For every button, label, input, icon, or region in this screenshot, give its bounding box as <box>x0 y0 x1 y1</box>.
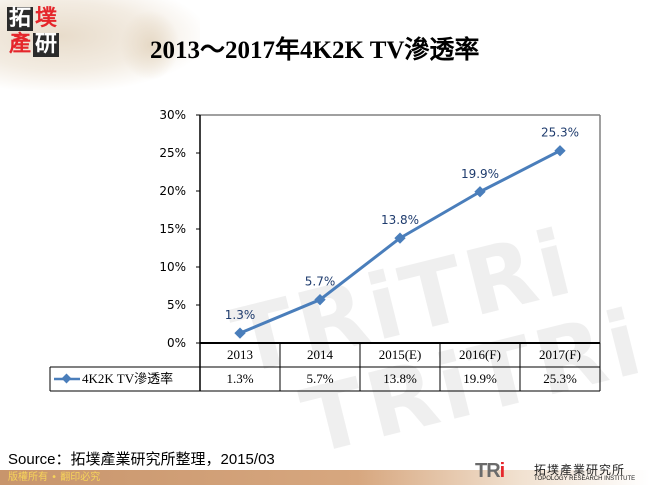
table-header: 2016(F) <box>459 347 501 362</box>
data-label: 5.7% <box>305 275 336 289</box>
table-header: 2015(E) <box>378 347 422 362</box>
table-value: 25.3% <box>543 371 577 386</box>
table-header: 2014 <box>307 347 333 362</box>
y-axis: 0% 5% 10% 15% 20% 25% 30% <box>159 108 200 350</box>
y-tick-label: 25% <box>159 146 186 160</box>
y-tick-label: 30% <box>159 108 186 122</box>
data-label: 25.3% <box>541 126 579 140</box>
legend-label: 4K2K TV滲透率 <box>82 371 174 386</box>
table-value: 5.7% <box>306 371 334 386</box>
source-note: Source：拓墣產業研究所整理，2015/03 <box>8 451 275 468</box>
y-tick-label: 20% <box>159 184 186 198</box>
logo-char: 墣 <box>34 6 57 31</box>
data-point-marker <box>234 327 246 339</box>
y-tick-label: 10% <box>159 260 186 274</box>
data-label: 13.8% <box>381 213 419 227</box>
chart-title: 2013～2017年4K2K TV滲透率 <box>150 37 480 64</box>
footer-bar <box>0 470 650 485</box>
y-tick-label: 0% <box>167 336 186 350</box>
data-label: 19.9% <box>461 167 499 181</box>
table-value: 19.9% <box>463 371 497 386</box>
copyright-text: 版權所有 • 翻印必究 <box>8 472 101 483</box>
table-header: 2013 <box>227 347 253 362</box>
logo-char: 研 <box>33 32 59 57</box>
y-tick-label: 5% <box>167 298 186 312</box>
table-value: 13.8% <box>383 371 417 386</box>
brand-logo: 拓 墣 產 研 <box>5 5 60 60</box>
table-header: 2017(F) <box>539 347 581 362</box>
y-tick-label: 15% <box>159 222 186 236</box>
data-point-marker <box>394 232 406 244</box>
logo-char: 拓 <box>7 6 33 31</box>
brand-name-cn: 拓墣產業研究所 <box>534 463 626 477</box>
table-value: 1.3% <box>226 371 254 386</box>
map-background-taiwan <box>120 10 180 80</box>
data-point-marker <box>314 294 326 306</box>
brand-name-en: TOPOLOGY RESEARCH INSTITUTE <box>534 476 636 482</box>
data-label: 1.3% <box>225 308 256 322</box>
tri-logo: TRi <box>475 460 505 482</box>
data-point-marker <box>474 186 486 198</box>
logo-char: 產 <box>8 32 31 57</box>
data-point-marker <box>554 145 566 157</box>
